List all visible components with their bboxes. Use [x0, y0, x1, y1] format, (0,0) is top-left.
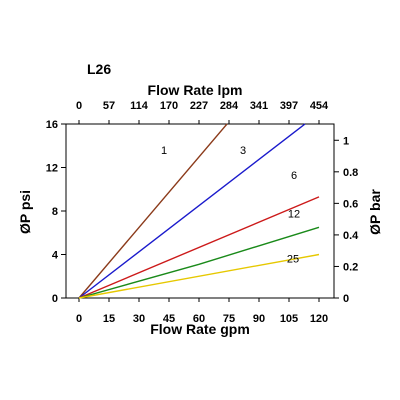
series-label-1: 1 — [161, 145, 167, 157]
y2-tick-label: 0.2 — [343, 261, 358, 273]
x-tick-label: 105 — [280, 313, 298, 325]
x-axis-title: Flow Rate gpm — [150, 321, 250, 337]
x2-tick-label: 397 — [280, 100, 298, 112]
y2-tick-label: 0.4 — [343, 230, 359, 242]
series-label-3: 3 — [240, 145, 246, 157]
x-tick-label: 120 — [310, 313, 328, 325]
chart-title: L26 — [87, 61, 111, 77]
x-tick-label: 90 — [253, 313, 265, 325]
series-label-6: 6 — [291, 170, 297, 182]
y2-tick-label: 1 — [343, 135, 349, 147]
y-tick-label: 4 — [52, 250, 59, 262]
y2-tick-label: 0.6 — [343, 198, 358, 210]
y2-tick-label: 0 — [343, 293, 349, 305]
series-line-25 — [78, 253, 320, 299]
y-tick-label: 16 — [46, 119, 58, 131]
x2-tick-label: 114 — [130, 100, 149, 112]
y2-tick-label: 0.8 — [343, 167, 358, 179]
series-line-6 — [78, 196, 320, 299]
x-tick-label: 45 — [163, 313, 175, 325]
x-tick-label: 75 — [223, 313, 235, 325]
x-tick-label: 60 — [193, 313, 205, 325]
series-line-12 — [78, 226, 320, 299]
y-axis-title: ØP psi — [17, 190, 33, 234]
x2-tick-label: 341 — [250, 100, 268, 112]
x2-tick-label: 284 — [220, 100, 239, 112]
y-tick-label: 8 — [52, 206, 58, 218]
x2-tick-label: 0 — [76, 100, 82, 112]
series-line-1 — [78, 123, 228, 299]
y-tick-label: 0 — [52, 293, 58, 305]
x2-tick-label: 227 — [190, 100, 208, 112]
series-label-12: 12 — [288, 208, 300, 220]
x-tick-label: 0 — [76, 313, 82, 325]
y-tick-label: 12 — [46, 163, 58, 175]
y2-axis-title: ØP bar — [367, 189, 383, 235]
x2-tick-label: 57 — [103, 100, 115, 112]
series-line-3 — [78, 123, 306, 299]
series-label-25: 25 — [287, 254, 299, 266]
x-tick-label: 15 — [103, 313, 115, 325]
x2-axis-title: Flow Rate lpm — [148, 82, 243, 98]
x-tick-label: 30 — [133, 313, 145, 325]
x2-tick-label: 454 — [310, 100, 329, 112]
x2-tick-label: 170 — [160, 100, 178, 112]
